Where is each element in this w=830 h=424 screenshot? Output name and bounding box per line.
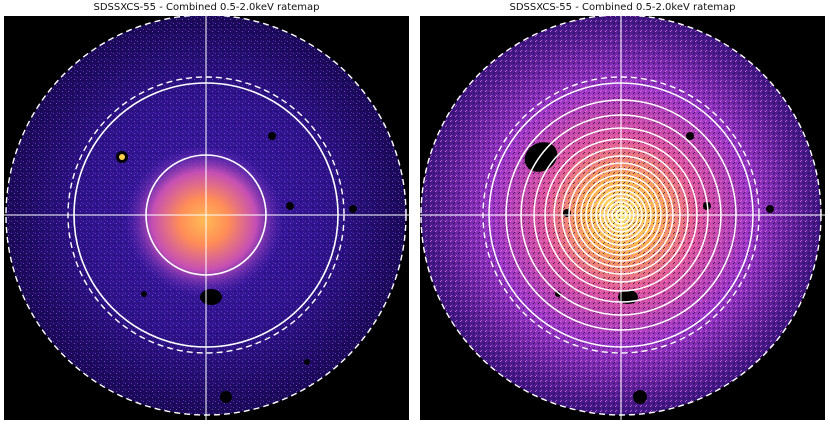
annulus-ring (533, 127, 709, 303)
core-circle (145, 154, 267, 276)
annulus-ring (574, 168, 668, 262)
outer-dashed-circle (420, 16, 822, 416)
cluster-emission (124, 145, 284, 297)
annulus-ring (520, 114, 722, 316)
point-source-mask (200, 289, 222, 305)
panel-title-left: SDSSXCS-55 - Combined 0.5-2.0keV ratemap (93, 2, 320, 13)
annulus-ring (611, 205, 631, 225)
annulus-ring (615, 209, 627, 221)
annulus-ring (561, 155, 681, 275)
annulus-ring (544, 138, 698, 292)
annulus-ring (580, 174, 662, 256)
aperture-circle (73, 82, 339, 348)
annulus-ring (599, 193, 643, 237)
annulus-ring (488, 82, 754, 348)
annulus-ring (568, 162, 674, 268)
ratemap-panel-right: SDSSXCS-55 - Combined 0.5-2.0keV ratemap (420, 0, 825, 424)
annulus-ring (595, 189, 647, 241)
annulus-ring (590, 184, 652, 246)
annulus-ring (603, 197, 639, 233)
annulus-ring (607, 201, 635, 229)
ratemap-image-left (4, 16, 409, 420)
outer-dashed-circle (5, 16, 407, 416)
annulus-ring (553, 147, 689, 283)
ratemap-image-right (420, 16, 825, 420)
annulus-ring (505, 99, 737, 331)
annulus-ring (585, 179, 657, 251)
profile-annuli (488, 82, 754, 348)
background-inner-dashed-circle (482, 76, 760, 354)
background-inner-dashed-circle (67, 76, 345, 354)
panel-title-right: SDSSXCS-55 - Combined 0.5-2.0keV ratemap (509, 2, 736, 13)
ratemap-panel-left: SDSSXCS-55 - Combined 0.5-2.0keV ratemap (4, 0, 409, 424)
point-source-mask (524, 142, 558, 172)
